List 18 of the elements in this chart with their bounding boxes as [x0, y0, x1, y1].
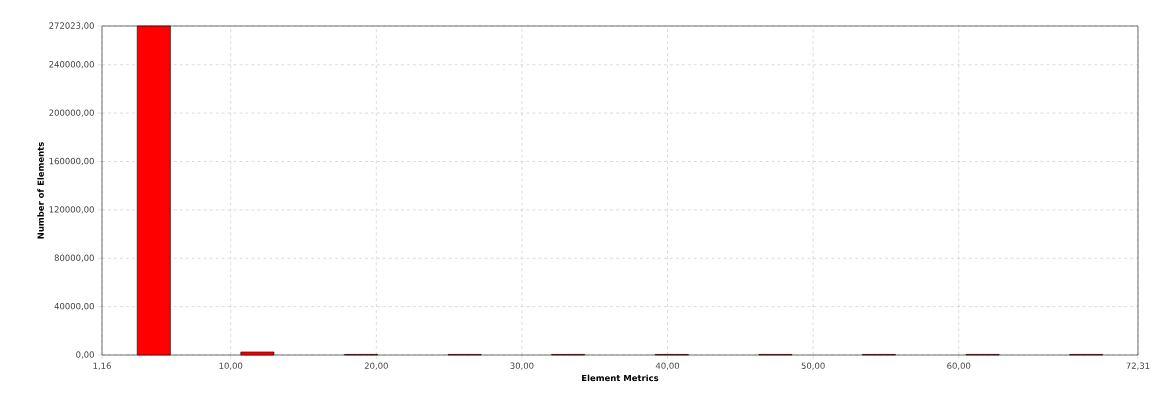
- x-tick-label: 40,00: [655, 362, 680, 370]
- y-tick-label: 80000,00: [54, 254, 94, 262]
- x-tick-label: 30,00: [510, 362, 534, 370]
- x-tick-label: 50,00: [801, 362, 825, 370]
- x-tick-label: 60,00: [947, 362, 971, 370]
- y-tick-label: 0,00: [76, 351, 94, 359]
- x-tick-label: 1,16: [93, 362, 111, 370]
- x-tick-label: 10,00: [219, 362, 243, 370]
- y-axis-title: Number of Elements: [37, 142, 44, 239]
- y-tick-label: 240000,00: [49, 61, 94, 69]
- y-tick-label: 120000,00: [49, 206, 94, 214]
- y-tick-label: 40000,00: [54, 302, 94, 311]
- y-tick-label: 272023,00: [49, 22, 94, 30]
- y-tick-label: 200000,00: [49, 109, 94, 117]
- x-tick-label: 72,31: [1126, 362, 1150, 370]
- x-tick-label: 20,00: [364, 362, 388, 370]
- y-tick-label: 160000,00: [49, 157, 94, 166]
- x-axis-title: Element Metrics: [582, 374, 659, 382]
